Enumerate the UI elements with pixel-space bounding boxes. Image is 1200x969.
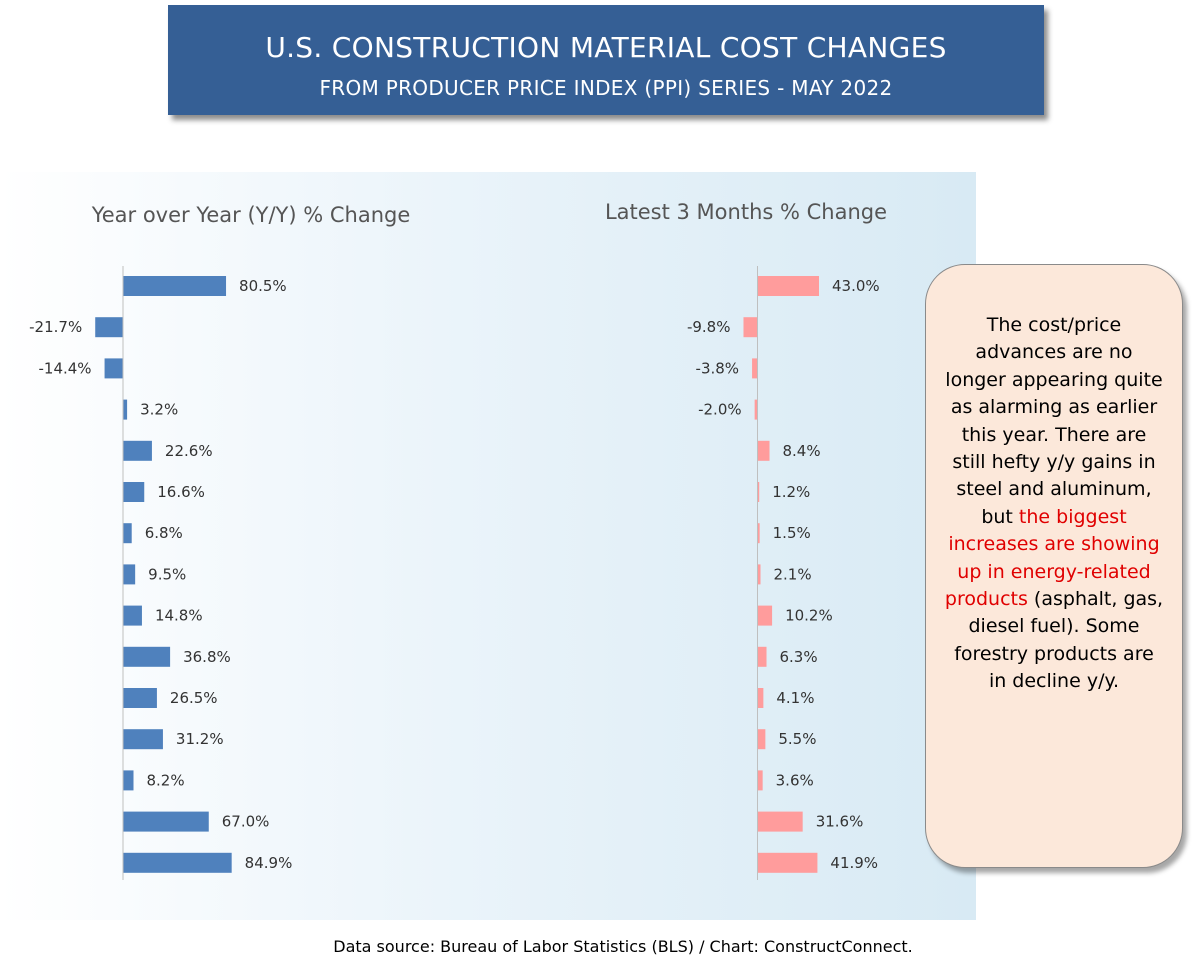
m3-bar: [743, 317, 758, 338]
data-source-note: Data source: Bureau of Labor Statistics …: [333, 937, 913, 956]
m3-bar: [757, 811, 803, 832]
m3-value-label: 6.3%: [780, 648, 818, 666]
callout-box: The cost/price advances are no longer ap…: [925, 264, 1183, 868]
yy-bar: [123, 646, 171, 667]
m3-bar: [757, 564, 761, 585]
yy-value-label: 6.8%: [145, 524, 183, 542]
yy-value-label: 84.9%: [245, 854, 293, 872]
yy-value-label: 67.0%: [222, 813, 270, 831]
page-subtitle: FROM PRODUCER PRICE INDEX (PPI) SERIES -…: [319, 76, 893, 100]
yy-bar: [104, 358, 123, 379]
chart-panel: [0, 172, 976, 920]
m3-bar: [757, 440, 770, 461]
page-title: U.S. CONSTRUCTION MATERIAL COST CHANGES: [265, 31, 947, 64]
yy-value-label: 3.2%: [140, 401, 178, 419]
yy-bar: [123, 605, 142, 626]
yy-value-label: 36.8%: [183, 648, 231, 666]
callout-text-end: (asphalt, gas, diesel fuel). Some forest…: [954, 588, 1164, 693]
yy-bar: [123, 399, 128, 420]
m3-value-label: 8.4%: [783, 442, 821, 460]
yy-bar: [123, 688, 157, 708]
yy-bar: [123, 523, 132, 544]
yy-value-label: -21.7%: [29, 318, 82, 336]
yy-value-label: 31.2%: [176, 730, 224, 748]
yy-bar: [123, 276, 227, 296]
yy-value-label: 9.5%: [148, 565, 186, 583]
m3-bar: [757, 523, 760, 544]
yy-chart-title: Year over Year (Y/Y) % Change: [91, 203, 411, 227]
yy-bar: [123, 482, 145, 502]
yy-bar: [95, 317, 123, 338]
yy-value-label: 26.5%: [170, 689, 218, 707]
m3-value-label: 1.2%: [772, 483, 810, 501]
yy-value-label: 80.5%: [239, 277, 287, 295]
m3-bar: [757, 482, 760, 502]
m3-bar: [757, 688, 764, 708]
m3-value-label: 3.6%: [776, 771, 814, 789]
yy-value-label: 14.8%: [155, 607, 203, 625]
m3-bar: [757, 605, 773, 626]
m3-value-label: -3.8%: [696, 359, 740, 377]
m3-chart-title: Latest 3 Months % Change: [605, 200, 887, 224]
m3-value-label: -2.0%: [698, 401, 742, 419]
m3-value-label: 2.1%: [774, 565, 812, 583]
yy-bar: [123, 729, 163, 750]
yy-value-label: 22.6%: [165, 442, 213, 460]
yy-bar: [123, 811, 209, 832]
m3-value-label: -9.8%: [687, 318, 731, 336]
yy-bar: [123, 770, 134, 791]
yy-value-label: 8.2%: [146, 771, 184, 789]
m3-bar: [757, 729, 766, 750]
yy-bar: [123, 564, 136, 585]
m3-value-label: 5.5%: [778, 730, 816, 748]
yy-bar: [123, 852, 232, 873]
m3-value-label: 41.9%: [830, 854, 878, 872]
m3-value-label: 1.5%: [773, 524, 811, 542]
callout-text-start: The cost/price advances are no longer ap…: [945, 314, 1163, 528]
m3-value-label: 31.6%: [816, 813, 864, 831]
m3-bar: [752, 358, 758, 379]
yy-bar: [123, 440, 152, 461]
callout-text: The cost/price advances are no longer ap…: [944, 312, 1164, 696]
yy-value-label: 16.6%: [157, 483, 205, 501]
m3-value-label: 4.1%: [776, 689, 814, 707]
m3-bar: [757, 852, 818, 873]
m3-bar: [757, 276, 819, 296]
m3-bar: [757, 770, 763, 791]
yy-value-label: -14.4%: [38, 359, 91, 377]
m3-value-label: 10.2%: [785, 607, 833, 625]
m3-bar: [754, 399, 758, 420]
m3-bar: [757, 646, 767, 667]
header-banner: U.S. CONSTRUCTION MATERIAL COST CHANGES …: [168, 5, 1044, 115]
callout-highlight: the biggest increases are showing up in …: [944, 505, 1160, 611]
m3-value-label: 43.0%: [832, 277, 880, 295]
